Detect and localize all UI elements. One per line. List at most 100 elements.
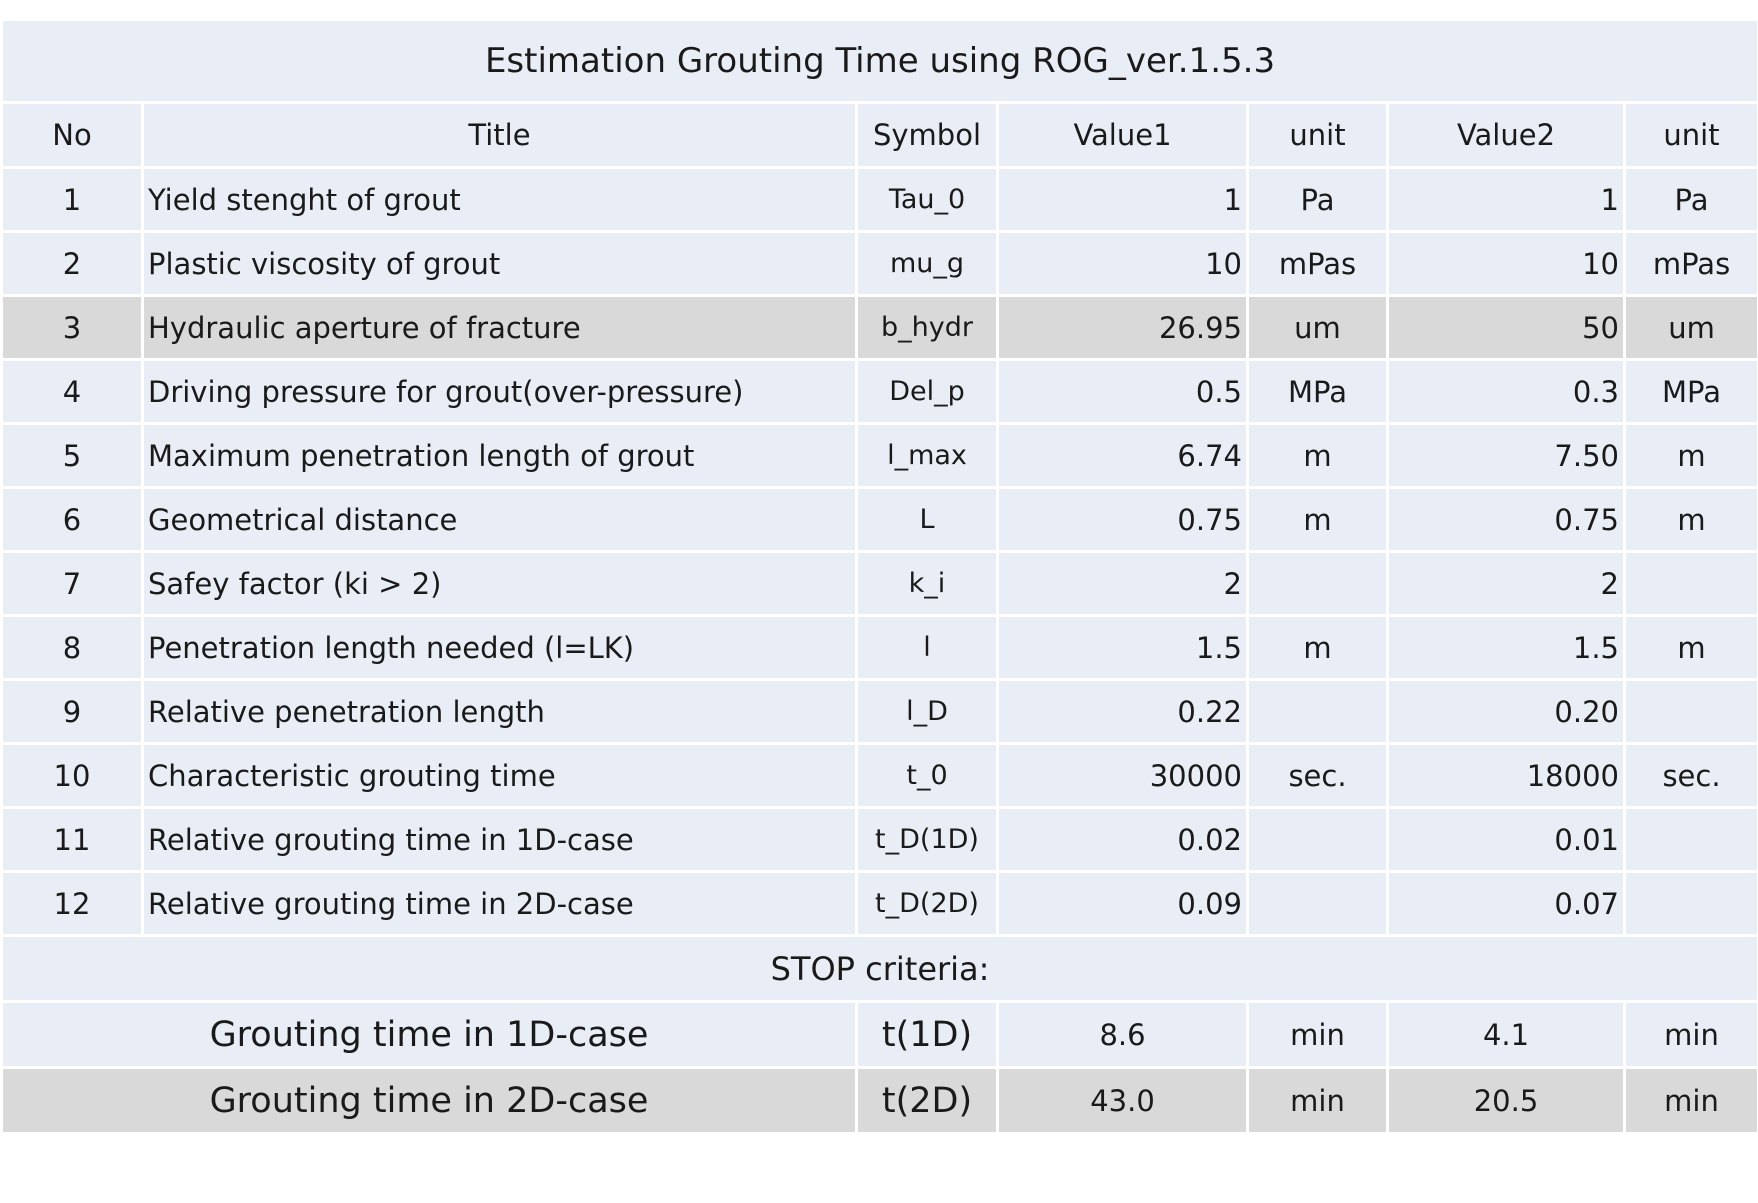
result-unit1-cell[interactable]: min <box>1246 1000 1389 1069</box>
header-value2[interactable]: Value2 <box>1386 101 1626 169</box>
row-value2-cell[interactable]: 7.50 <box>1386 422 1626 489</box>
row-no-cell[interactable]: 11 <box>0 806 144 873</box>
row-value2-cell[interactable]: 0.20 <box>1386 678 1626 745</box>
row-title-cell[interactable]: Maximum penetration length of grout <box>141 422 858 489</box>
row-unit1-cell[interactable] <box>1246 806 1389 873</box>
row-no-cell[interactable]: 3 <box>0 294 144 361</box>
result-value2-cell[interactable]: 20.5 <box>1386 1066 1626 1135</box>
row-value1-cell[interactable]: 26.95 <box>996 294 1249 361</box>
header-value1[interactable]: Value1 <box>996 101 1249 169</box>
result-unit2-cell[interactable]: min <box>1622 1000 1758 1069</box>
row-value1-cell[interactable]: 1 <box>996 166 1249 233</box>
row-value1-cell[interactable]: 0.02 <box>996 806 1249 873</box>
row-title-cell[interactable]: Yield stenght of grout <box>141 166 858 233</box>
row-value2-cell[interactable]: 0.01 <box>1386 806 1626 873</box>
row-value2-cell[interactable]: 50 <box>1386 294 1626 361</box>
row-unit2-cell[interactable]: Pa <box>1622 166 1758 233</box>
row-symbol-cell[interactable]: L <box>855 486 999 553</box>
row-value1-cell[interactable]: 0.09 <box>996 870 1249 937</box>
row-value1-cell[interactable]: 0.22 <box>996 678 1249 745</box>
row-value2-cell[interactable]: 18000 <box>1386 742 1626 809</box>
result-title-cell[interactable]: Grouting time in 2D-case <box>0 1066 858 1135</box>
row-no-cell[interactable]: 8 <box>0 614 144 681</box>
row-unit1-cell[interactable]: m <box>1246 486 1389 553</box>
row-unit1-cell[interactable] <box>1246 550 1389 617</box>
header-unit1[interactable]: unit <box>1246 101 1389 169</box>
row-title-cell[interactable]: Relative grouting time in 2D-case <box>141 870 858 937</box>
row-title-cell[interactable]: Driving pressure for grout(over-pressure… <box>141 358 858 425</box>
row-unit2-cell[interactable]: m <box>1622 614 1758 681</box>
row-symbol-cell[interactable]: Del_p <box>855 358 999 425</box>
row-title-cell[interactable]: Safey factor (ki > 2) <box>141 550 858 617</box>
stop-criteria-label[interactable]: STOP criteria: <box>0 934 1758 1003</box>
row-symbol-cell[interactable]: l_max <box>855 422 999 489</box>
row-no-cell[interactable]: 5 <box>0 422 144 489</box>
row-value1-cell[interactable]: 30000 <box>996 742 1249 809</box>
row-value1-cell[interactable]: 2 <box>996 550 1249 617</box>
row-symbol-cell[interactable]: t_0 <box>855 742 999 809</box>
row-value1-cell[interactable]: 6.74 <box>996 422 1249 489</box>
row-value2-cell[interactable]: 0.75 <box>1386 486 1626 553</box>
row-unit1-cell[interactable]: mPas <box>1246 230 1389 297</box>
result-value2-cell[interactable]: 4.1 <box>1386 1000 1626 1069</box>
row-title-cell[interactable]: Characteristic grouting time <box>141 742 858 809</box>
row-title-cell[interactable]: Plastic viscosity of grout <box>141 230 858 297</box>
row-unit2-cell[interactable] <box>1622 870 1758 937</box>
row-value1-cell[interactable]: 0.5 <box>996 358 1249 425</box>
row-title-cell[interactable]: Penetration length needed (l=LK) <box>141 614 858 681</box>
sheet-title[interactable]: Estimation Grouting Time using ROG_ver.1… <box>0 18 1758 104</box>
row-value2-cell[interactable]: 0.07 <box>1386 870 1626 937</box>
row-no-cell[interactable]: 9 <box>0 678 144 745</box>
row-unit2-cell[interactable]: um <box>1622 294 1758 361</box>
row-symbol-cell[interactable]: t_D(1D) <box>855 806 999 873</box>
row-no-cell[interactable]: 1 <box>0 166 144 233</box>
result-unit2-cell[interactable]: min <box>1622 1066 1758 1135</box>
result-symbol-cell[interactable]: t(2D) <box>855 1066 999 1135</box>
row-symbol-cell[interactable]: Tau_0 <box>855 166 999 233</box>
row-no-cell[interactable]: 7 <box>0 550 144 617</box>
row-unit1-cell[interactable] <box>1246 870 1389 937</box>
row-title-cell[interactable]: Geometrical distance <box>141 486 858 553</box>
row-symbol-cell[interactable]: b_hydr <box>855 294 999 361</box>
row-no-cell[interactable]: 10 <box>0 742 144 809</box>
row-title-cell[interactable]: Hydraulic aperture of fracture <box>141 294 858 361</box>
result-title-cell[interactable]: Grouting time in 1D-case <box>0 1000 858 1069</box>
row-unit2-cell[interactable]: m <box>1622 422 1758 489</box>
row-value2-cell[interactable]: 1 <box>1386 166 1626 233</box>
row-unit2-cell[interactable] <box>1622 678 1758 745</box>
row-value1-cell[interactable]: 10 <box>996 230 1249 297</box>
row-value2-cell[interactable]: 0.3 <box>1386 358 1626 425</box>
row-unit1-cell[interactable]: MPa <box>1246 358 1389 425</box>
header-symbol[interactable]: Symbol <box>855 101 999 169</box>
row-unit2-cell[interactable]: m <box>1622 486 1758 553</box>
row-no-cell[interactable]: 12 <box>0 870 144 937</box>
row-unit1-cell[interactable]: Pa <box>1246 166 1389 233</box>
row-symbol-cell[interactable]: k_i <box>855 550 999 617</box>
row-value2-cell[interactable]: 10 <box>1386 230 1626 297</box>
row-unit1-cell[interactable]: m <box>1246 614 1389 681</box>
row-no-cell[interactable]: 2 <box>0 230 144 297</box>
row-value1-cell[interactable]: 1.5 <box>996 614 1249 681</box>
row-unit1-cell[interactable]: sec. <box>1246 742 1389 809</box>
row-unit2-cell[interactable]: MPa <box>1622 358 1758 425</box>
header-title[interactable]: Title <box>141 101 858 169</box>
header-unit2[interactable]: unit <box>1622 101 1758 169</box>
row-symbol-cell[interactable]: t_D(2D) <box>855 870 999 937</box>
row-unit2-cell[interactable] <box>1622 550 1758 617</box>
row-no-cell[interactable]: 6 <box>0 486 144 553</box>
row-title-cell[interactable]: Relative penetration length <box>141 678 858 745</box>
result-value1-cell[interactable]: 43.0 <box>996 1066 1249 1135</box>
row-unit1-cell[interactable]: m <box>1246 422 1389 489</box>
row-unit1-cell[interactable] <box>1246 678 1389 745</box>
row-title-cell[interactable]: Relative grouting time in 1D-case <box>141 806 858 873</box>
row-no-cell[interactable]: 4 <box>0 358 144 425</box>
result-unit1-cell[interactable]: min <box>1246 1066 1389 1135</box>
row-value2-cell[interactable]: 1.5 <box>1386 614 1626 681</box>
row-unit2-cell[interactable] <box>1622 806 1758 873</box>
row-value1-cell[interactable]: 0.75 <box>996 486 1249 553</box>
row-value2-cell[interactable]: 2 <box>1386 550 1626 617</box>
row-unit2-cell[interactable]: sec. <box>1622 742 1758 809</box>
result-symbol-cell[interactable]: t(1D) <box>855 1000 999 1069</box>
row-unit1-cell[interactable]: um <box>1246 294 1389 361</box>
row-unit2-cell[interactable]: mPas <box>1622 230 1758 297</box>
